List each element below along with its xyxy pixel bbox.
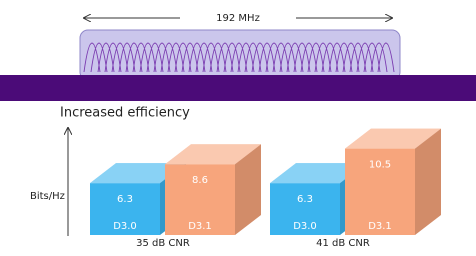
series-label: D3.0 bbox=[113, 221, 137, 232]
x-tick-label: 35 dB CNR bbox=[136, 238, 190, 249]
spectrum-block bbox=[80, 30, 400, 80]
chart-title: Increased efficiency bbox=[60, 106, 190, 121]
value-label: 10.5 bbox=[369, 160, 391, 171]
y-axis-label: Bits/Hz bbox=[30, 191, 65, 202]
value-label: 8.6 bbox=[192, 175, 208, 186]
bars: 35 dB CNR 6.3 D3.0 8.6 D3.1 41 dB CNR 6.3 D3.0 1… bbox=[90, 129, 441, 249]
diagram: 192 MHz Increased efficiency Bits/Hz 35 … bbox=[0, 0, 476, 252]
series-label: D3.1 bbox=[188, 221, 212, 232]
value-label: 6.3 bbox=[297, 194, 313, 205]
bandwidth-label: 192 MHz bbox=[216, 13, 260, 24]
series-label: D3.0 bbox=[293, 221, 317, 232]
purple-band bbox=[0, 75, 476, 101]
value-label: 6.3 bbox=[117, 194, 133, 205]
series-label: D3.1 bbox=[368, 221, 392, 232]
x-tick-label: 41 dB CNR bbox=[316, 238, 370, 249]
